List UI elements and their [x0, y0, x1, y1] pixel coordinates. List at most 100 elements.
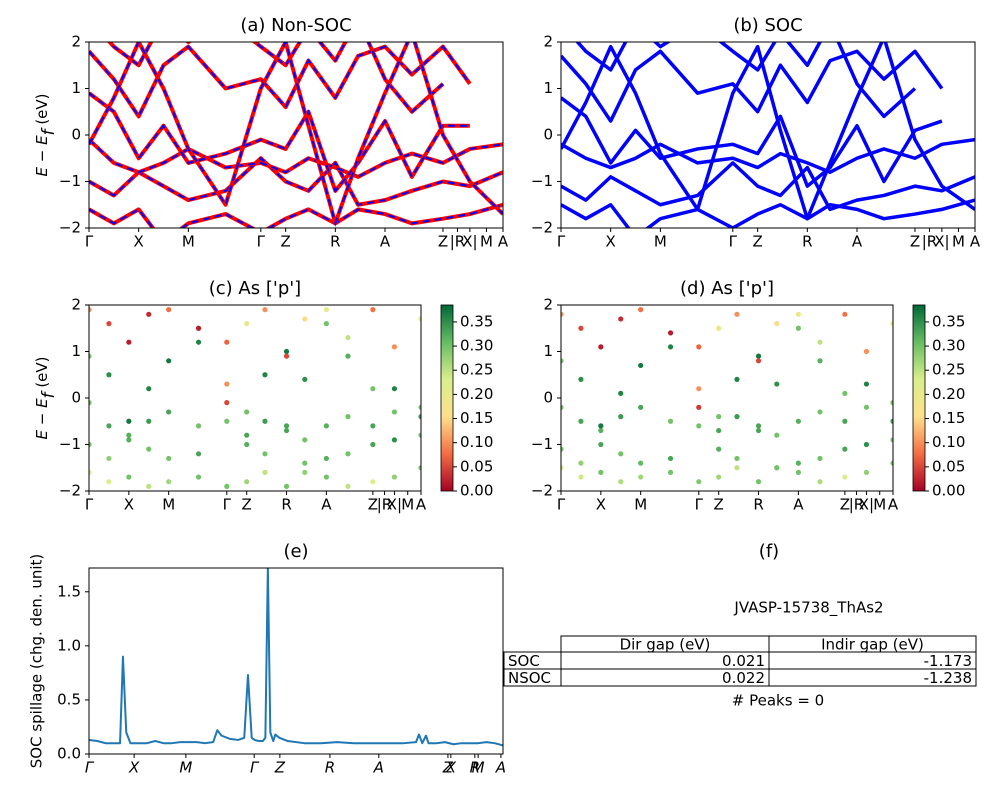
band-point [842, 474, 848, 480]
band-point [598, 423, 604, 429]
band-point [370, 386, 376, 392]
x-tick-label: X [134, 233, 144, 251]
x-tick-label: M [472, 759, 485, 777]
x-tick-label: Γ [250, 759, 260, 777]
y-tick-label: 1.0 [57, 636, 81, 654]
band-point [618, 390, 624, 396]
band-point [638, 307, 644, 313]
band-point [842, 446, 848, 452]
band-point [618, 479, 624, 485]
band-point [863, 441, 870, 448]
x-tick-label: A [970, 233, 981, 251]
colorbar-tick-label: 0.25 [460, 361, 493, 379]
y-axis-label-part: f [39, 126, 59, 135]
band-point [126, 418, 132, 424]
band-point [795, 460, 801, 466]
band-point [418, 414, 421, 420]
x-tick-label: M [162, 496, 175, 514]
band-point [146, 311, 152, 317]
band-point [195, 474, 202, 480]
y-axis-label-part: (eV) [33, 356, 51, 392]
band-point [283, 348, 290, 355]
table-cell [768, 668, 977, 687]
band-point [224, 339, 230, 345]
band-point [323, 307, 329, 313]
band-point [391, 437, 398, 443]
y-tick-label: 2 [71, 33, 81, 51]
band-point [890, 400, 893, 406]
colorbar-tick-label: 0.10 [932, 433, 965, 451]
colorbar-tick-label: 0.30 [932, 337, 965, 355]
band-point [774, 465, 780, 471]
band-point [618, 316, 624, 322]
band-point [667, 344, 674, 350]
band-point [795, 325, 801, 331]
x-tick-label: Z [274, 759, 286, 777]
band-point [126, 474, 132, 480]
band-point [323, 455, 329, 462]
band-point [283, 353, 290, 359]
x-tick-label: Z [242, 496, 252, 514]
band-point [774, 321, 780, 327]
band-point [323, 321, 329, 327]
x-tick-label: A [852, 233, 863, 251]
panel-title: (b) SOC [733, 15, 802, 36]
band-point [166, 358, 172, 364]
y-axis-label: E − Ef (eV) [33, 356, 60, 439]
band-point [598, 441, 604, 448]
x-tick-label: Γ [85, 496, 94, 514]
band-point [755, 423, 762, 429]
band-point [578, 325, 584, 331]
band-point [578, 460, 584, 466]
colorbar [440, 304, 454, 492]
band-point [578, 418, 584, 424]
band-point [561, 358, 564, 364]
band-point [283, 423, 290, 429]
band-point [262, 307, 268, 313]
band-point [696, 404, 702, 410]
x-tick-label: A [888, 496, 899, 514]
band-point [667, 455, 674, 462]
band-point [302, 460, 308, 466]
x-tick-label: |R [849, 496, 864, 514]
band-point [244, 321, 250, 327]
band-line [561, 198, 975, 228]
band-point [418, 404, 421, 410]
band-point [890, 418, 893, 424]
band-point [345, 353, 351, 359]
colorbar-tick-label: 0.35 [932, 312, 965, 330]
band-point [262, 372, 268, 378]
x-tick-label: R [281, 496, 291, 514]
x-tick-label: R [325, 759, 335, 777]
band-point [696, 479, 702, 485]
band-point [795, 418, 801, 424]
y-axis-label: SOC spillage (chg. den. unit) [28, 554, 46, 769]
x-tick-label: A [793, 496, 804, 514]
table-value: -1.173 [924, 652, 972, 670]
x-tick-label: |R [377, 496, 392, 514]
band-point [817, 339, 823, 345]
band-point [734, 376, 740, 382]
y-tick-label: −1 [531, 435, 553, 453]
y-axis-label-part: f [39, 389, 59, 398]
band-point [817, 409, 823, 415]
band-point [638, 460, 644, 466]
band-point [755, 479, 762, 485]
band-point [146, 446, 152, 452]
colorbar-tick-label: 0.25 [932, 361, 965, 379]
y-tick-label: 0 [543, 126, 553, 144]
panel-title: (d) As ['p'] [680, 278, 774, 299]
band-point [598, 427, 604, 434]
colorbar-tick-label: 0.15 [460, 409, 493, 427]
y-tick-label: 2 [543, 33, 553, 51]
y-tick-label: 0.0 [57, 745, 81, 763]
table-caption: JVASP-15738_ThAs2 [733, 599, 883, 618]
band-point [716, 446, 722, 452]
band-point [89, 353, 92, 359]
axes-frame [88, 567, 504, 755]
band-point [667, 418, 674, 424]
band-line [561, 49, 944, 123]
colorbar-tick-label: 0.00 [932, 482, 965, 500]
